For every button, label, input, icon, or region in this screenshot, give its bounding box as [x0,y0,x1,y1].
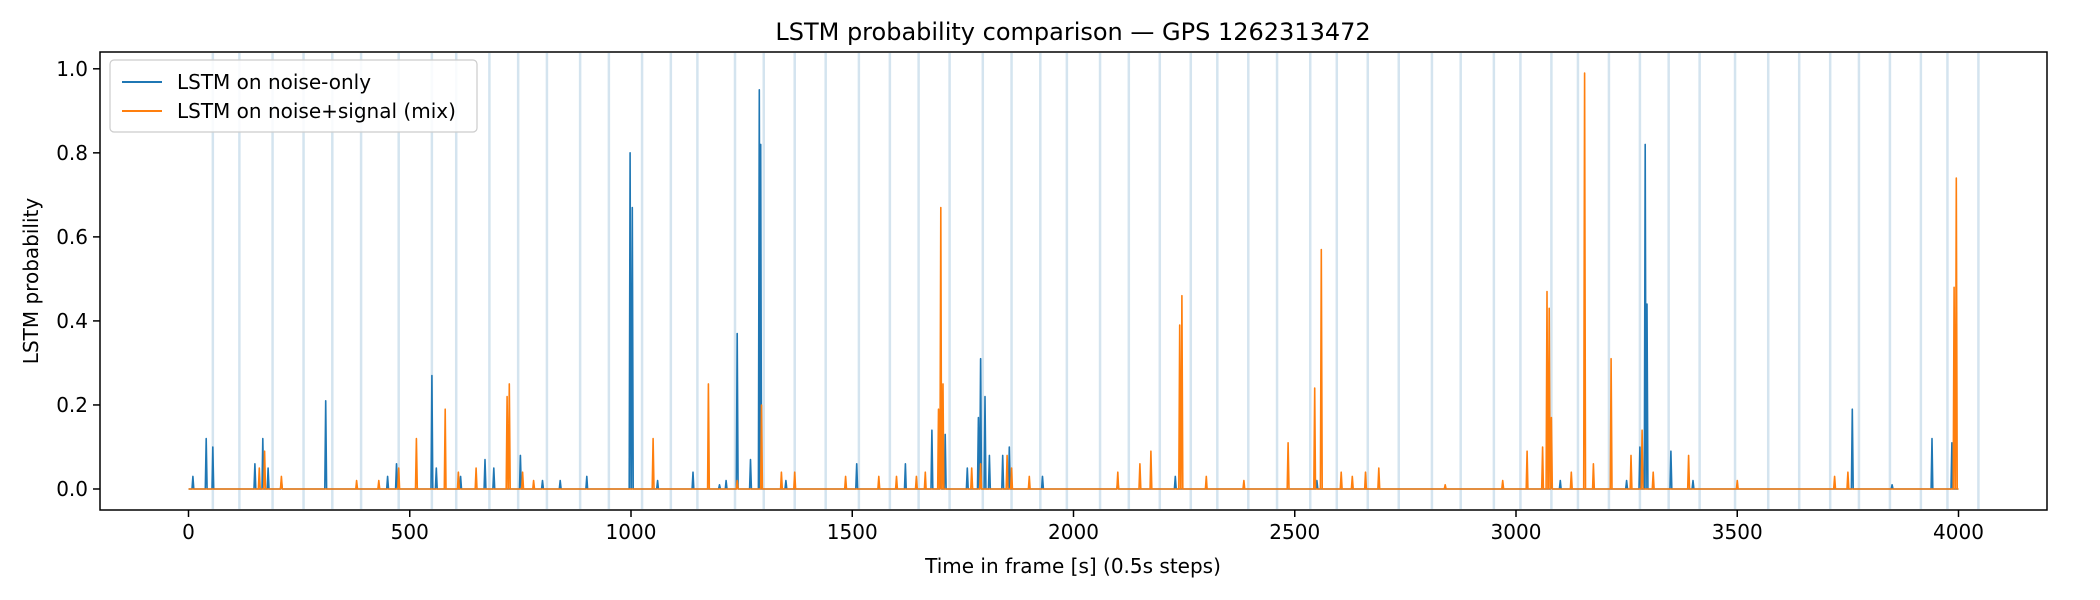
y-tick-label-5: 1.0 [56,57,88,81]
y-tick-label-2: 0.4 [56,309,88,333]
legend-label-noise-only: LSTM on noise-only [177,70,371,94]
chart-title: LSTM probability comparison — GPS 126231… [775,18,1370,46]
x-tick-label-6: 3000 [1491,520,1542,544]
x-tick-label-1: 500 [391,520,429,544]
x-tick-label-8: 4000 [1933,520,1984,544]
x-tick-label-2: 1000 [606,520,657,544]
legend: LSTM on noise-only LSTM on noise+signal … [109,59,478,133]
x-tick-label-0: 0 [182,520,195,544]
x-tick-label-4: 2000 [1048,520,1099,544]
y-tick-label-1: 0.2 [56,393,88,417]
series-line-1 [188,72,1959,490]
y-axis: 0.0 0.2 0.4 0.6 0.8 1.0 [56,57,100,501]
legend-label-noise-signal-mix: LSTM on noise+signal (mix) [177,99,456,123]
y-tick-label-4: 0.8 [56,141,88,165]
x-tick-label-5: 2500 [1269,520,1320,544]
x-tick-label-3: 1500 [827,520,878,544]
series-group [188,72,1959,490]
x-tick-label-7: 3500 [1712,520,1763,544]
legend-box [109,59,478,133]
y-axis-label: LSTM probability [19,198,43,365]
x-axis: 0 500 1000 1500 2000 2500 3000 3500 4000 [182,510,1984,544]
x-axis-label: Time in frame [s] (0.5s steps) [924,554,1221,578]
y-tick-label-0: 0.0 [56,477,88,501]
y-tick-label-3: 0.6 [56,225,88,249]
